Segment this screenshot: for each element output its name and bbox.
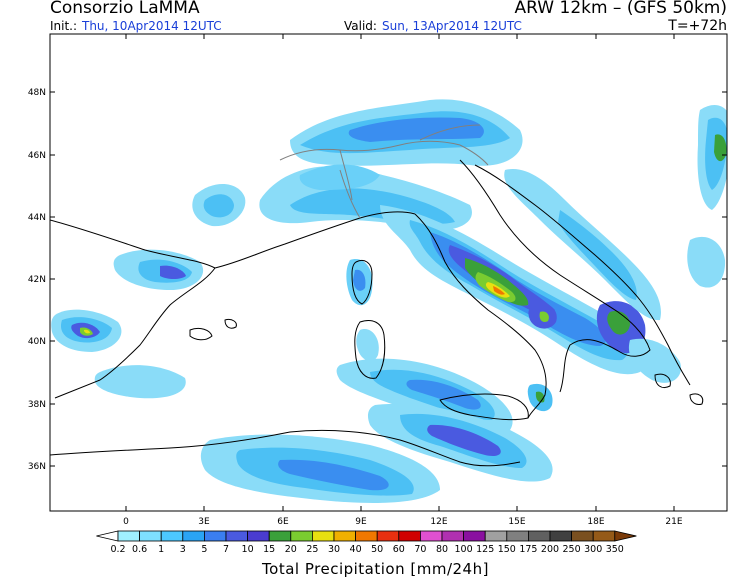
colorbar-under-triangle xyxy=(96,530,119,542)
longitude-axis: 0 3E 6E 9E 12E 15E 18E 21E xyxy=(123,34,683,527)
colorbar-level-label: 1 xyxy=(158,544,164,555)
colorbar-swatch xyxy=(592,530,616,542)
colorbar-level-label: 175 xyxy=(519,544,537,555)
init-date: Thu, 10Apr2014 12UTC xyxy=(82,19,222,33)
colorbar-swatch xyxy=(117,530,141,542)
colorbar-level-label: 30 xyxy=(328,544,340,555)
lon-label: 0 xyxy=(123,517,129,527)
colorbar-title: Total Precipitation [mm/24h] xyxy=(262,560,489,578)
colorbar-level-label: 20 xyxy=(285,544,297,555)
lat-label: 48N xyxy=(28,88,46,98)
lon-label: 12E xyxy=(430,517,447,527)
valid-label: Valid: xyxy=(344,19,377,33)
colorbar-level-label: 25 xyxy=(306,544,318,555)
colorbar: 0.2 0.6 1 3 5 7 10 15 20 25 30 40 50 60 70 80 100 125 150 1… xyxy=(96,530,637,555)
colorbar-swatch xyxy=(160,530,184,542)
lat-label: 36N xyxy=(28,462,46,472)
colorbar-level-label: 10 xyxy=(242,544,254,555)
lon-label: 15E xyxy=(508,517,525,527)
lead-time: T=+72h xyxy=(668,18,727,34)
colorbar-level-label: 7 xyxy=(223,544,229,555)
colorbar-level-label: 3 xyxy=(180,544,186,555)
colorbar-swatch xyxy=(333,530,357,542)
colorbar-swatch xyxy=(419,530,443,542)
colorbar-level-label: 80 xyxy=(436,544,448,555)
lon-label: 18E xyxy=(587,517,604,527)
country-borders xyxy=(279,124,489,219)
lat-label: 44N xyxy=(28,213,46,223)
colorbar-swatch xyxy=(139,530,162,542)
colorbar-swatch xyxy=(398,530,421,542)
colorbar-level-label: 300 xyxy=(584,544,602,555)
colorbar-swatch xyxy=(311,530,335,542)
colorbar-level-label: 0.6 xyxy=(132,544,147,555)
colorbar-swatch xyxy=(376,530,400,542)
colorbar-swatch xyxy=(441,530,465,542)
lon-label: 3E xyxy=(198,517,210,527)
colorbar-level-label: 250 xyxy=(563,544,581,555)
colorbar-level-label: 5 xyxy=(201,544,207,555)
colorbar-swatch xyxy=(506,530,529,542)
colorbar-swatch xyxy=(549,530,573,542)
lon-label: 9E xyxy=(355,517,367,527)
producer-title: Consorzio LaMMA xyxy=(50,0,200,18)
colorbar-swatch xyxy=(355,530,378,542)
colorbar-swatch xyxy=(203,530,227,542)
map-content xyxy=(50,34,727,511)
lat-label: 40N xyxy=(28,337,46,347)
colorbar-over-triangle xyxy=(614,530,637,542)
colorbar-level-label: 150 xyxy=(498,544,516,555)
colorbar-swatch xyxy=(182,530,205,542)
lat-label: 42N xyxy=(28,275,46,285)
precipitation-field xyxy=(51,99,727,503)
colorbar-swatch xyxy=(484,530,508,542)
colorbar-level-label: 50 xyxy=(371,544,383,555)
colorbar-level-label: 60 xyxy=(393,544,405,555)
latitude-axis: 48N 46N 44N 42N 40N 38N 36N xyxy=(28,88,727,472)
lon-label: 6E xyxy=(277,517,289,527)
coastlines xyxy=(50,159,704,467)
colorbar-swatch xyxy=(268,530,292,542)
map-frame xyxy=(49,33,728,512)
colorbar-level-label: 15 xyxy=(263,544,275,555)
colorbar-level-label: 200 xyxy=(541,544,559,555)
colorbar-level-label: 100 xyxy=(455,544,473,555)
colorbar-level-label: 70 xyxy=(414,544,426,555)
init-label: Init.: xyxy=(50,19,78,33)
model-title: ARW 12km – (GFS 50km) xyxy=(514,0,727,18)
lon-label: 21E xyxy=(665,517,682,527)
colorbar-level-label: 350 xyxy=(606,544,624,555)
colorbar-swatch xyxy=(571,530,594,542)
lat-label: 46N xyxy=(28,151,46,161)
colorbar-level-label: 0.2 xyxy=(110,544,125,555)
colorbar-swatch xyxy=(225,530,249,542)
colorbar-level-label: 40 xyxy=(350,544,362,555)
colorbar-swatch xyxy=(247,530,270,542)
colorbar-level-label: 125 xyxy=(476,544,494,555)
colorbar-swatch xyxy=(528,530,551,542)
colorbar-swatch xyxy=(463,530,486,542)
colorbar-swatch xyxy=(290,530,313,542)
lat-label: 38N xyxy=(28,400,46,410)
valid-date: Sun, 13Apr2014 12UTC xyxy=(382,19,522,33)
